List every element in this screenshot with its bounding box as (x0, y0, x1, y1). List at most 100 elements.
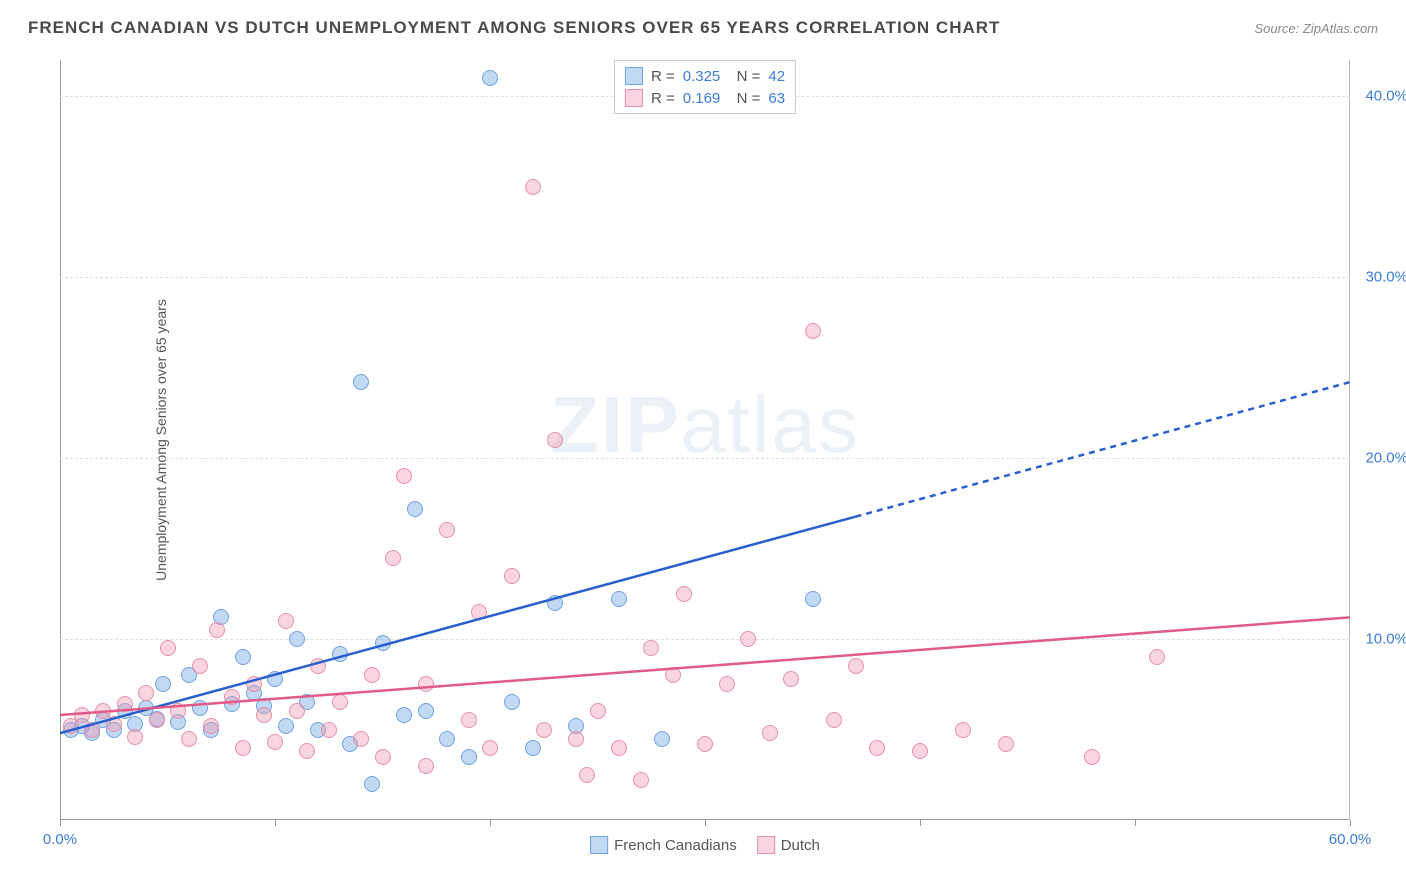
scatter-point-series-1 (912, 743, 928, 759)
grid-line-h (60, 277, 1350, 278)
scatter-point-series-1 (643, 640, 659, 656)
scatter-point-series-0 (155, 676, 171, 692)
scatter-point-series-1 (719, 676, 735, 692)
scatter-point-series-0 (375, 635, 391, 651)
scatter-point-series-1 (235, 740, 251, 756)
scatter-point-series-1 (955, 722, 971, 738)
x-tick-mark (275, 820, 276, 826)
scatter-point-series-0 (461, 749, 477, 765)
watermark-rest: atlas (681, 380, 860, 469)
scatter-point-series-1 (192, 658, 208, 674)
grid-line-h (60, 639, 1350, 640)
scatter-point-series-1 (289, 703, 305, 719)
x-tick-mark (60, 820, 61, 826)
scatter-point-series-1 (385, 550, 401, 566)
scatter-point-series-1 (1149, 649, 1165, 665)
grid-line-h (60, 458, 1350, 459)
scatter-point-series-1 (568, 731, 584, 747)
scatter-point-series-0 (192, 700, 208, 716)
legend-r-label: R = (651, 68, 675, 85)
legend-swatch (625, 89, 643, 107)
scatter-point-series-0 (267, 671, 283, 687)
scatter-point-series-1 (149, 712, 165, 728)
scatter-point-series-1 (471, 604, 487, 620)
scatter-point-series-0 (364, 776, 380, 792)
scatter-point-series-1 (762, 725, 778, 741)
scatter-point-series-0 (482, 70, 498, 86)
watermark-bold: ZIP (550, 380, 680, 469)
scatter-point-series-1 (321, 722, 337, 738)
scatter-point-series-0 (407, 501, 423, 517)
scatter-point-series-0 (525, 740, 541, 756)
y-tick-label: 30.0% (1365, 269, 1406, 286)
scatter-point-series-0 (611, 591, 627, 607)
x-tick-mark (705, 820, 706, 826)
scatter-point-series-1 (267, 734, 283, 750)
y-tick-label: 20.0% (1365, 450, 1406, 467)
scatter-point-series-0 (396, 707, 412, 723)
x-tick-label: 0.0% (43, 831, 77, 848)
scatter-point-series-0 (547, 595, 563, 611)
y-axis-label: Unemployment Among Seniors over 65 years (153, 299, 169, 581)
scatter-point-series-1 (676, 586, 692, 602)
scatter-point-series-0 (289, 631, 305, 647)
chart-title: FRENCH CANADIAN VS DUTCH UNEMPLOYMENT AM… (28, 18, 1000, 38)
scatter-point-series-1 (482, 740, 498, 756)
y-tick-label: 40.0% (1365, 88, 1406, 105)
legend-bottom-item: French Canadians (590, 836, 737, 854)
chart-area: Unemployment Among Seniors over 65 years… (60, 60, 1350, 820)
title-bar: FRENCH CANADIAN VS DUTCH UNEMPLOYMENT AM… (0, 0, 1406, 38)
x-tick-mark (1135, 820, 1136, 826)
scatter-point-series-1 (310, 658, 326, 674)
x-tick-label: 60.0% (1329, 831, 1372, 848)
scatter-point-series-0 (504, 694, 520, 710)
y-tick-label: 10.0% (1365, 631, 1406, 648)
scatter-point-series-1 (418, 758, 434, 774)
y-axis-right (1349, 60, 1350, 820)
legend-n-value: 63 (768, 90, 785, 107)
legend-r-value: 0.325 (683, 68, 721, 85)
legend-top-row: R =0.169 N =63 (625, 87, 785, 109)
scatter-point-series-1 (1084, 749, 1100, 765)
scatter-point-series-1 (117, 696, 133, 712)
scatter-point-series-1 (246, 676, 262, 692)
scatter-point-series-1 (396, 468, 412, 484)
scatter-point-series-1 (783, 671, 799, 687)
scatter-point-series-1 (375, 749, 391, 765)
scatter-point-series-1 (590, 703, 606, 719)
scatter-point-series-1 (633, 772, 649, 788)
scatter-point-series-1 (364, 667, 380, 683)
y-axis (60, 60, 61, 820)
scatter-point-series-0 (353, 374, 369, 390)
scatter-point-series-1 (525, 179, 541, 195)
legend-swatch (757, 836, 775, 854)
scatter-point-series-1 (332, 694, 348, 710)
scatter-point-series-1 (536, 722, 552, 738)
scatter-point-series-1 (127, 729, 143, 745)
scatter-point-series-1 (209, 622, 225, 638)
legend-swatch (590, 836, 608, 854)
scatter-point-series-1 (418, 676, 434, 692)
scatter-point-series-0 (654, 731, 670, 747)
scatter-point-series-1 (181, 731, 197, 747)
scatter-point-series-1 (203, 718, 219, 734)
source-label: Source: ZipAtlas.com (1254, 21, 1378, 36)
x-tick-mark (1350, 820, 1351, 826)
scatter-point-series-1 (170, 703, 186, 719)
scatter-point-series-1 (224, 689, 240, 705)
scatter-point-series-1 (579, 767, 595, 783)
scatter-point-series-1 (461, 712, 477, 728)
scatter-point-series-0 (805, 591, 821, 607)
scatter-point-series-0 (332, 646, 348, 662)
scatter-point-series-0 (278, 718, 294, 734)
scatter-point-series-1 (74, 707, 90, 723)
scatter-point-series-0 (418, 703, 434, 719)
scatter-point-series-1 (740, 631, 756, 647)
x-tick-mark (920, 820, 921, 826)
legend-bottom-item: Dutch (757, 836, 820, 854)
scatter-point-series-1 (138, 685, 154, 701)
scatter-point-series-1 (353, 731, 369, 747)
legend-top-row: R =0.325 N =42 (625, 65, 785, 87)
legend-bottom-label: French Canadians (614, 837, 737, 854)
legend-bottom-label: Dutch (781, 837, 820, 854)
